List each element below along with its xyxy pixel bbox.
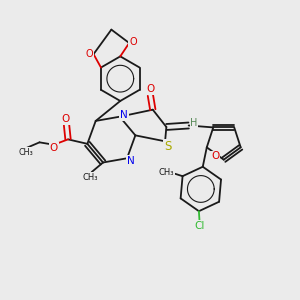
Text: O: O [211, 152, 219, 161]
Text: O: O [146, 85, 154, 94]
Text: Cl: Cl [194, 221, 205, 231]
Text: O: O [50, 143, 58, 153]
Text: S: S [164, 140, 172, 153]
Text: CH₃: CH₃ [158, 168, 174, 177]
Text: O: O [86, 49, 94, 58]
Text: N: N [127, 156, 134, 166]
Text: H: H [190, 118, 198, 128]
Text: O: O [62, 114, 70, 124]
Text: N: N [120, 110, 128, 120]
Text: CH₃: CH₃ [82, 173, 98, 182]
Text: O: O [129, 38, 137, 47]
Text: CH₃: CH₃ [18, 148, 33, 157]
